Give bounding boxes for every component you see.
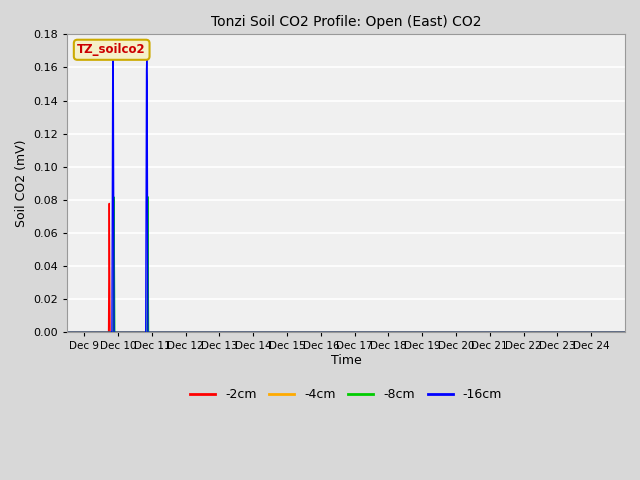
-8cm xyxy=(327,329,335,335)
-8cm xyxy=(463,329,470,335)
-8cm xyxy=(63,329,71,335)
-2cm xyxy=(63,329,71,335)
-4cm xyxy=(585,329,593,335)
Legend: -2cm, -4cm, -8cm, -16cm: -2cm, -4cm, -8cm, -16cm xyxy=(186,383,507,406)
-2cm xyxy=(463,329,470,335)
Line: -2cm: -2cm xyxy=(67,204,625,332)
Line: -8cm: -8cm xyxy=(67,197,625,332)
-8cm xyxy=(585,329,593,335)
-4cm xyxy=(621,329,629,335)
-2cm xyxy=(585,329,593,335)
Line: -16cm: -16cm xyxy=(67,60,625,332)
-16cm xyxy=(463,329,470,335)
-16cm xyxy=(63,329,71,335)
-4cm xyxy=(401,329,408,335)
-16cm xyxy=(422,329,429,335)
-16cm xyxy=(585,329,593,335)
-8cm xyxy=(144,194,152,200)
-2cm xyxy=(202,329,210,335)
-8cm xyxy=(621,329,629,335)
Text: TZ_soilco2: TZ_soilco2 xyxy=(77,43,146,56)
-2cm xyxy=(422,329,429,335)
-8cm xyxy=(401,329,408,335)
-8cm xyxy=(422,329,429,335)
-16cm xyxy=(202,329,210,335)
-4cm xyxy=(327,329,335,335)
-2cm xyxy=(106,201,113,206)
Title: Tonzi Soil CO2 Profile: Open (East) CO2: Tonzi Soil CO2 Profile: Open (East) CO2 xyxy=(211,15,481,29)
-16cm xyxy=(621,329,629,335)
-16cm xyxy=(109,57,116,62)
-2cm xyxy=(401,329,408,335)
-16cm xyxy=(327,329,335,335)
Y-axis label: Soil CO2 (mV): Soil CO2 (mV) xyxy=(15,140,28,227)
X-axis label: Time: Time xyxy=(331,354,362,367)
-8cm xyxy=(202,329,210,335)
-4cm xyxy=(463,329,470,335)
-4cm xyxy=(422,329,429,335)
-4cm xyxy=(63,329,71,335)
-16cm xyxy=(401,329,408,335)
-2cm xyxy=(327,329,335,335)
-4cm xyxy=(202,329,210,335)
-2cm xyxy=(621,329,629,335)
